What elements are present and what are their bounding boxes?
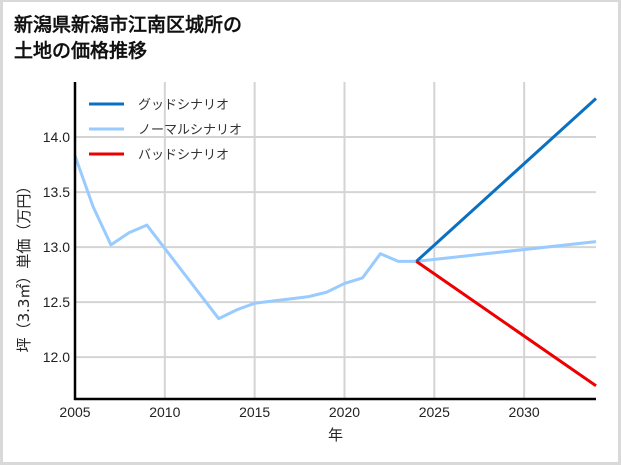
y-tick-label: 12.5 (43, 294, 70, 310)
series-line (73, 155, 597, 321)
legend-label: バッドシナリオ (138, 148, 229, 163)
x-tick-label: 2025 (419, 404, 450, 420)
series-line (415, 260, 597, 388)
gridlines (75, 82, 596, 399)
tick-labels: 2005 2010 2015 2020 2025 2030 12.0 12.5 13.0 13.5… (43, 129, 540, 420)
x-tick-label: 2010 (149, 404, 180, 420)
y-tick-label: 13.5 (43, 184, 70, 200)
y-axis-label: 坪（3.3㎡）単価（万円） (15, 179, 33, 353)
y-tick-label: 12.0 (43, 349, 70, 365)
legend-label: ノーマルシナリオ (138, 123, 242, 138)
y-tick-label: 14.0 (43, 129, 70, 145)
x-axis-label: 年 (328, 426, 343, 444)
chart-title: 新潟県新潟市江南区城所の 土地の価格推移 (14, 14, 243, 62)
series-line (415, 97, 598, 263)
x-tick-label: 2030 (509, 404, 540, 420)
legend-label: グッドシナリオ (138, 98, 229, 113)
y-tick-label: 13.0 (43, 239, 70, 255)
x-tick-label: 2005 (59, 404, 90, 420)
axes (73, 82, 596, 401)
series-lines (73, 97, 598, 388)
x-tick-label: 2015 (239, 404, 270, 420)
x-tick-label: 2020 (329, 404, 360, 420)
